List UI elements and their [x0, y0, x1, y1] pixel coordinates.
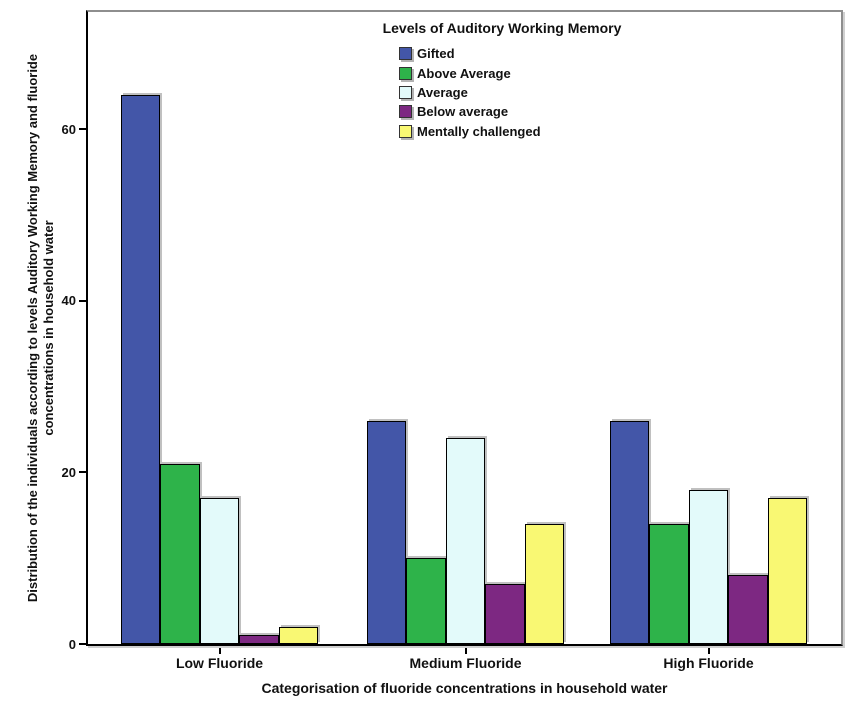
x-tick-mark-medium-fluoride [464, 648, 467, 654]
bar-average-medium-fluoride [445, 438, 486, 644]
y-axis-label-line1: Distribution of the individuals accordin… [25, 53, 41, 603]
legend-item-mentally-challenged: Mentally challenged [399, 122, 541, 141]
legend-item-average: Average [399, 83, 541, 102]
bar-below-average-medium-fluoride [485, 583, 525, 644]
y-axis-label: Distribution of the individuals accordin… [25, 0, 57, 658]
legend-label-gifted: Gifted [417, 46, 455, 62]
bar-above-average-high-fluoride [649, 523, 689, 644]
legend-swatch-above-average [399, 66, 412, 80]
legend-item-below-average: Below average [399, 102, 541, 121]
bar-mentally-challenged-low-fluoride [278, 626, 318, 644]
legend-swatch-below-average [399, 105, 412, 119]
y-tick-mark-20 [79, 471, 86, 474]
plot-area [86, 10, 843, 646]
x-tick-mark-high-fluoride [707, 648, 710, 654]
legend-label-average: Average [417, 84, 468, 100]
legend-label-below-average: Below average [417, 104, 509, 120]
y-tick-label-0: 0 [68, 636, 76, 652]
bar-mentally-challenged-medium-fluoride [524, 523, 564, 644]
bar-below-average-high-fluoride [728, 575, 768, 644]
bar-average-low-fluoride [199, 498, 240, 644]
legend-swatch-mentally-challenged [399, 124, 412, 138]
y-tick-mark-60 [79, 128, 86, 131]
legend-swatch-gifted [399, 47, 412, 61]
y-axis-label-line2: concentrations in household water [41, 220, 56, 436]
bar-gifted-medium-fluoride [367, 421, 407, 644]
legend-title: Levels of Auditory Working Memory [382, 20, 622, 36]
legend-swatch-average [399, 85, 412, 99]
bar-above-average-low-fluoride [160, 463, 200, 644]
x-tick-mark-low-fluoride [218, 648, 221, 654]
x-tick-label-high-fluoride: High Fluoride [663, 655, 754, 671]
bar-above-average-medium-fluoride [406, 558, 446, 644]
y-tick-mark-40 [79, 299, 86, 302]
x-axis-title: Categorisation of fluoride concentration… [261, 680, 668, 696]
y-tick-label-20: 20 [61, 464, 76, 480]
bar-gifted-high-fluoride [610, 421, 650, 644]
y-tick-label-40: 40 [61, 293, 76, 309]
bar-average-high-fluoride [688, 489, 729, 644]
bar-gifted-low-fluoride [121, 95, 161, 644]
legend-label-mentally-challenged: Mentally challenged [417, 123, 541, 139]
x-tick-label-low-fluoride: Low Fluoride [175, 655, 264, 671]
legend-item-gifted: Gifted [399, 44, 541, 63]
y-tick-mark-0 [79, 643, 86, 645]
bar-below-average-low-fluoride [239, 635, 279, 644]
y-tick-label-60: 60 [61, 121, 76, 137]
bar-mentally-challenged-high-fluoride [767, 498, 807, 644]
x-tick-label-medium-fluoride: Medium Fluoride [409, 655, 522, 671]
legend-item-above-average: Above Average [399, 63, 541, 82]
legend: Gifted Above Average Average Below average M… [399, 44, 541, 141]
legend-label-above-average: Above Average [417, 65, 511, 81]
